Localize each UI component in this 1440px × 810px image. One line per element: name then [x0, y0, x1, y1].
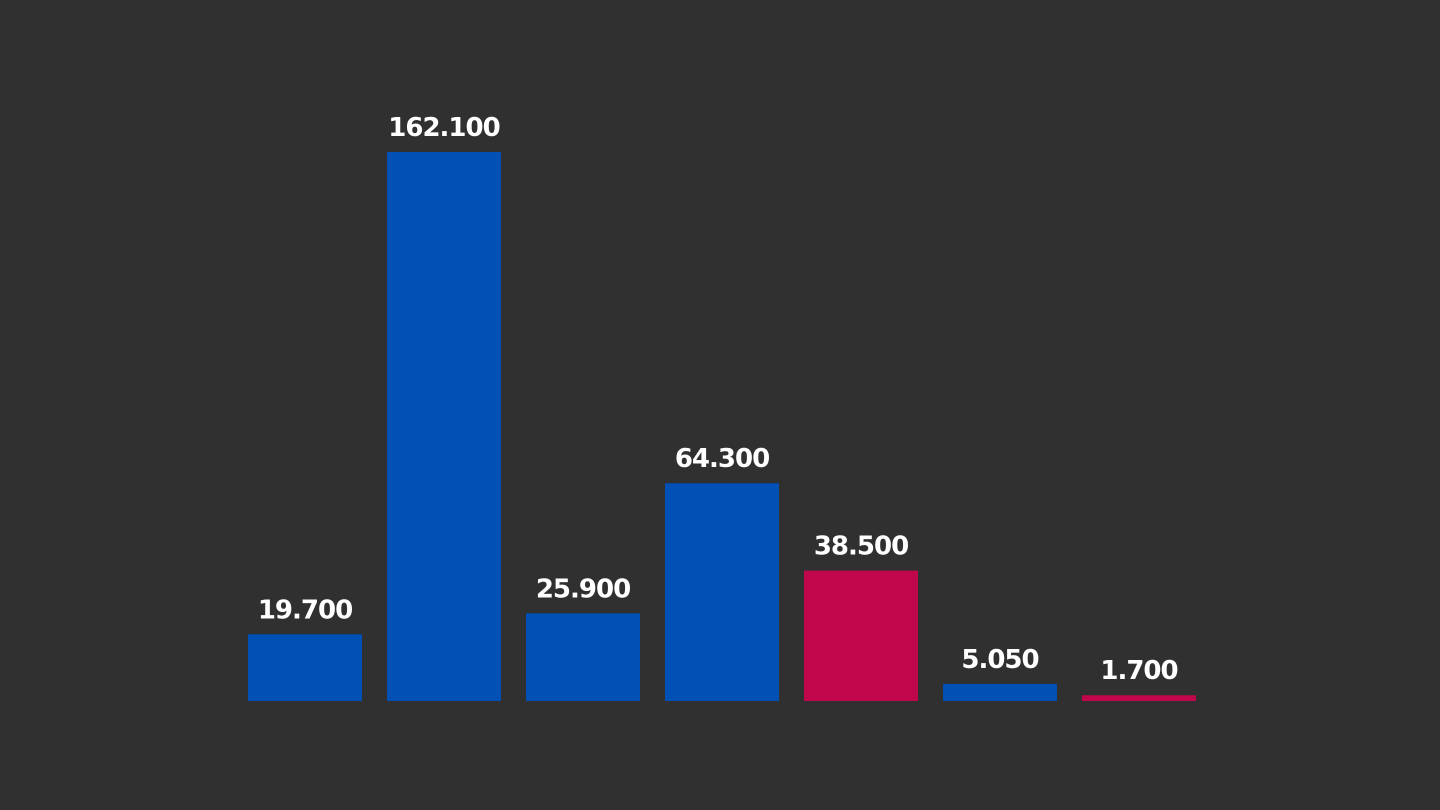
value-label: 64.300	[675, 444, 769, 474]
value-label: 1.700	[1100, 656, 1177, 686]
value-label: 38.500	[814, 532, 908, 562]
value-label: 162.100	[388, 113, 499, 143]
bar	[387, 152, 501, 701]
bar	[1082, 695, 1196, 701]
bar	[665, 483, 779, 701]
bar	[943, 683, 1057, 701]
value-label: 25.900	[536, 574, 630, 604]
bar	[248, 634, 362, 701]
value-label: 5.050	[961, 645, 1038, 675]
value-label: 19.700	[258, 595, 352, 625]
bar	[804, 570, 918, 701]
bar	[526, 613, 640, 701]
